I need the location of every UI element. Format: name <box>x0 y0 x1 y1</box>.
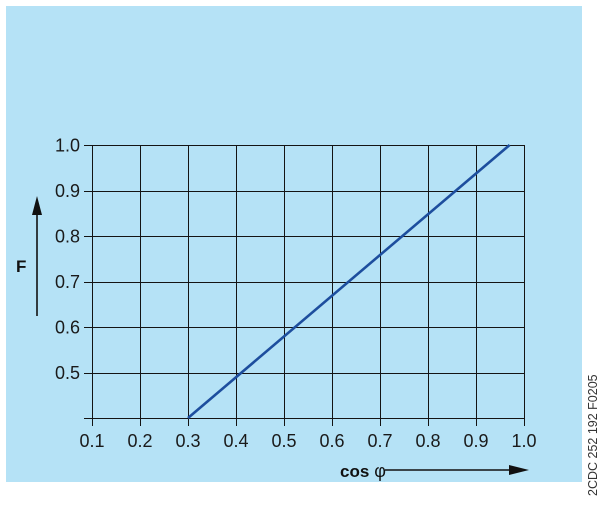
x-axis-label-symbol: φ <box>369 461 386 481</box>
y-axis-label: F <box>16 257 26 276</box>
chart-background <box>6 6 582 482</box>
x-tick-label: 0.1 <box>79 431 104 451</box>
y-tick-label: 0.7 <box>55 272 80 292</box>
y-tick-label: 0.9 <box>55 181 80 201</box>
series-line <box>187 144 511 419</box>
y-axis-arrow <box>32 196 42 316</box>
x-axis-arrow <box>385 465 529 475</box>
x-axis-arrow-head <box>509 465 529 475</box>
y-tick-label: 1.0 <box>55 136 80 156</box>
x-tick-label: 1.0 <box>511 431 536 451</box>
grid <box>84 145 525 426</box>
x-axis-label: cos φ <box>340 461 386 481</box>
tick-labels: 0.1 0.2 0.3 0.4 0.5 0.6 0.7 0.8 0.9 1.0 0.5 0.6 0.7 0… <box>55 136 537 452</box>
x-tick-label: 0.9 <box>463 431 488 451</box>
x-axis-label-function: cos <box>340 462 369 481</box>
y-tick-label: 0.6 <box>55 318 80 338</box>
x-tick-label: 0.7 <box>367 431 392 451</box>
y-axis-arrow-head <box>32 196 42 215</box>
y-tick-label: 0.8 <box>55 227 80 247</box>
figure-code: 2CDC 252 192 F0205 <box>586 374 600 496</box>
x-tick-label: 0.2 <box>127 431 152 451</box>
x-tick-label: 0.3 <box>175 431 200 451</box>
x-tick-label: 0.5 <box>271 431 296 451</box>
x-tick-label: 0.8 <box>415 431 440 451</box>
x-tick-label: 0.6 <box>319 431 344 451</box>
y-tick-label: 0.5 <box>55 363 80 383</box>
x-tick-label: 0.4 <box>223 431 248 451</box>
